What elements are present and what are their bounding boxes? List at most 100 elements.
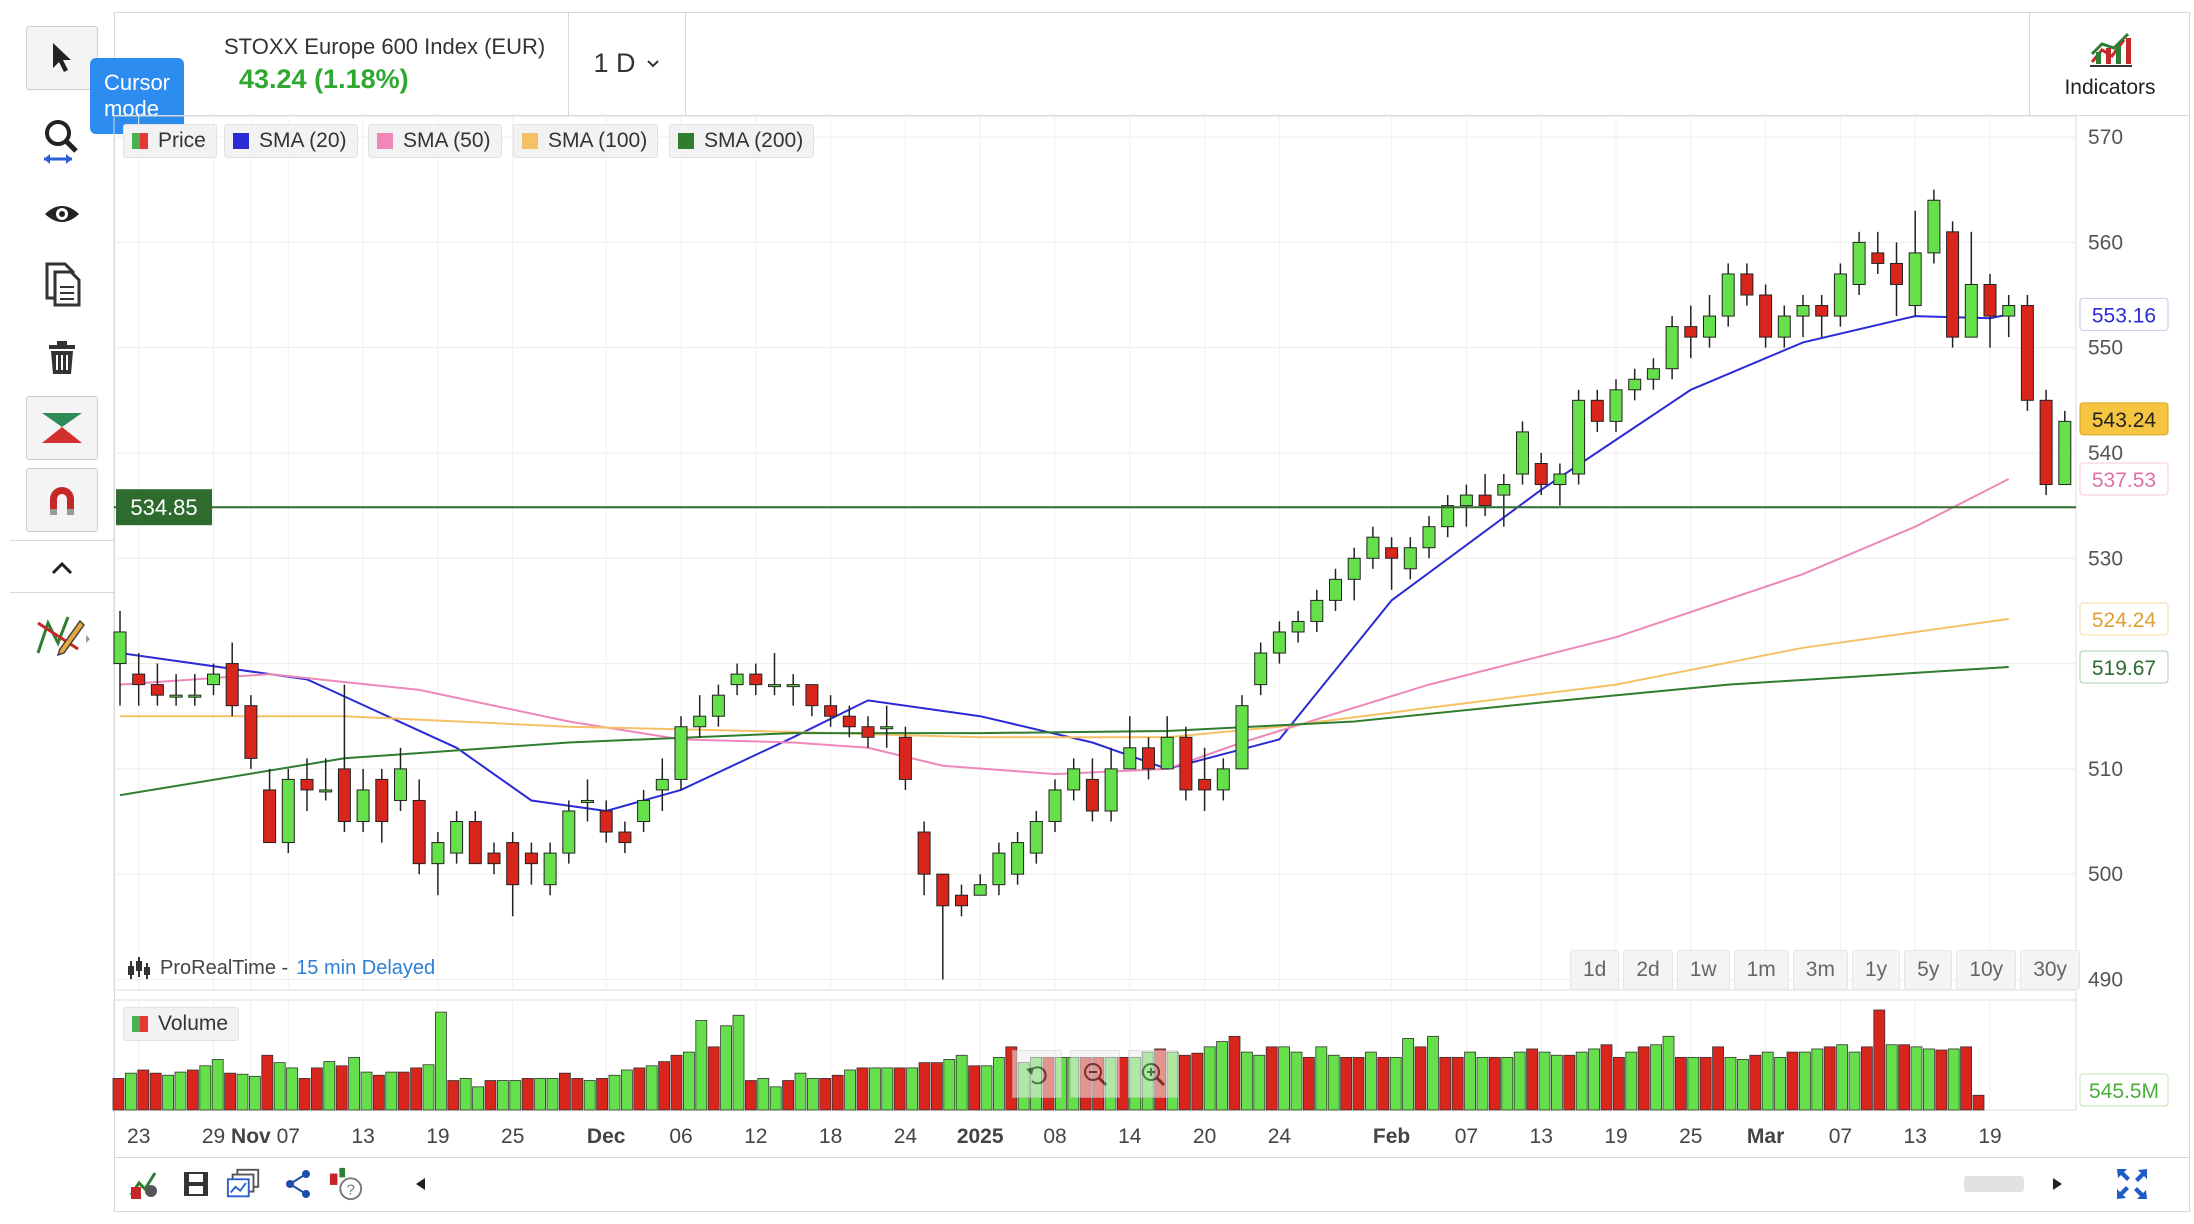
range-1y[interactable]: 1y: [1851, 950, 1901, 990]
chart-settings-button[interactable]: [126, 1166, 162, 1202]
range-5y[interactable]: 5y: [1904, 950, 1953, 990]
legend-sma20[interactable]: SMA (20): [224, 124, 358, 158]
fullscreen-icon: [2117, 1169, 2147, 1199]
instrument-info[interactable]: STOXX Europe 600 Index (EUR) 43.24 (1.18…: [114, 12, 569, 115]
x-tick-label: 08: [1043, 1125, 1066, 1148]
sma-lines: [119, 313, 2010, 813]
timeframe-selector[interactable]: 1 D: [568, 12, 686, 115]
range-1d[interactable]: 1d: [1570, 950, 1620, 990]
candle-body: [1478, 494, 1492, 507]
visibility-button[interactable]: [26, 182, 98, 246]
x-tick-label: 24: [894, 1125, 918, 1148]
layout-button[interactable]: [226, 1166, 262, 1202]
copy-button[interactable]: [26, 252, 98, 316]
volume-bar: [385, 1071, 398, 1111]
candle-body: [1329, 578, 1342, 601]
candle-body: [1142, 747, 1155, 770]
hline-label-box: [116, 489, 212, 526]
volume-bar: [534, 1078, 546, 1111]
candle-body: [1927, 199, 1941, 254]
x-tick-label: 19: [1604, 1125, 1627, 1148]
volume-bar: [1513, 1051, 1526, 1111]
zoom-out-button[interactable]: [1070, 1050, 1120, 1098]
volume-bar: [1526, 1048, 1538, 1111]
volume-bar: [1600, 1044, 1613, 1111]
volume-bar: [918, 1062, 931, 1111]
y-tick-label: 540: [2088, 442, 2123, 465]
candle-body: [1123, 747, 1137, 770]
candle-body: [880, 726, 894, 730]
zoom-button[interactable]: [26, 108, 98, 172]
legend-sma100[interactable]: SMA (100): [513, 124, 659, 158]
scroll-right-button[interactable]: [2040, 1166, 2076, 1202]
range-3m[interactable]: 3m: [1792, 950, 1848, 990]
range-selector: 1d 2d 1w 1m 3m 1y 5y 10y 30y: [1566, 950, 2081, 990]
drawing-tools-button[interactable]: [26, 602, 98, 666]
volume-bar: [856, 1067, 869, 1111]
y-tick-label: 510: [2088, 758, 2123, 781]
x-tick-label: 13: [1530, 1125, 1553, 1148]
volume-value-box: [2079, 1073, 2169, 1107]
volume-bar: [1848, 1051, 1861, 1111]
volume-bar: [1650, 1044, 1662, 1111]
candle-body: [1254, 652, 1268, 686]
candle-body: [319, 789, 333, 793]
svg-text:?: ?: [347, 1181, 355, 1198]
volume-bar: [273, 1062, 286, 1111]
cursor-mode-button[interactable]: [26, 26, 98, 90]
undo-zoom-button[interactable]: [1012, 1050, 1062, 1098]
volume-bar: [844, 1069, 856, 1111]
range-30y[interactable]: 30y: [2020, 950, 2081, 990]
candle-body: [1403, 547, 1417, 570]
help-button[interactable]: ?: [328, 1166, 364, 1202]
candle-body: [898, 736, 912, 780]
range-10y[interactable]: 10y: [1956, 950, 2017, 990]
x-tick-label: 25: [501, 1125, 524, 1148]
sma200-swatch: [678, 133, 694, 149]
volume-bar: [410, 1067, 423, 1111]
legend-sma200-label: SMA (200): [704, 129, 804, 152]
scroll-left-button[interactable]: [402, 1166, 438, 1202]
help-icon: ?: [329, 1167, 363, 1201]
y-tick-label: 500: [2088, 863, 2123, 886]
volume-bar: [372, 1074, 385, 1111]
indicators-label: Indicators: [2064, 76, 2156, 99]
eye-icon: [45, 206, 79, 222]
candle-body: [805, 684, 819, 707]
range-1w[interactable]: 1w: [1676, 950, 1730, 990]
volume-bar: [1290, 1051, 1303, 1111]
candle-body: [1721, 273, 1735, 317]
range-1m[interactable]: 1m: [1733, 950, 1789, 990]
volume-legend[interactable]: Volume: [123, 1007, 240, 1041]
share-button[interactable]: [280, 1166, 316, 1202]
volume-bar: [1427, 1035, 1439, 1111]
candle-body: [1160, 736, 1174, 770]
value-label: 537.53: [2092, 469, 2156, 492]
save-button[interactable]: [178, 1166, 214, 1202]
value-label-box: [2079, 602, 2169, 636]
price-panel-border: [113, 115, 2077, 991]
volume-bar: [583, 1080, 596, 1111]
value-label-box: [2079, 402, 2169, 436]
fullscreen-button[interactable]: [2114, 1166, 2150, 1202]
indicators-button[interactable]: Indicators: [2029, 12, 2190, 115]
candle-body: [412, 799, 426, 865]
legend-sma200[interactable]: SMA (200): [669, 124, 815, 158]
chart-style-button[interactable]: [26, 396, 98, 460]
y-tick-label: 550: [2088, 337, 2123, 360]
legend-sma50[interactable]: SMA (50): [368, 124, 502, 158]
candle-body: [1946, 231, 1960, 338]
delete-button[interactable]: [26, 326, 98, 390]
volume-bar: [1972, 1094, 1985, 1111]
magnet-button[interactable]: [26, 468, 98, 532]
range-2d[interactable]: 2d: [1623, 950, 1673, 990]
candle-body: [1272, 631, 1286, 654]
candle-body: [655, 778, 669, 791]
candle-body: [300, 778, 314, 791]
collapse-button[interactable]: [26, 546, 98, 590]
instrument-name: STOXX Europe 600 Index (EUR): [224, 34, 546, 59]
zoom-in-button[interactable]: [1128, 1050, 1178, 1098]
scrollbar-thumb[interactable]: [1964, 1176, 2024, 1192]
legend-price[interactable]: Price: [123, 124, 217, 158]
